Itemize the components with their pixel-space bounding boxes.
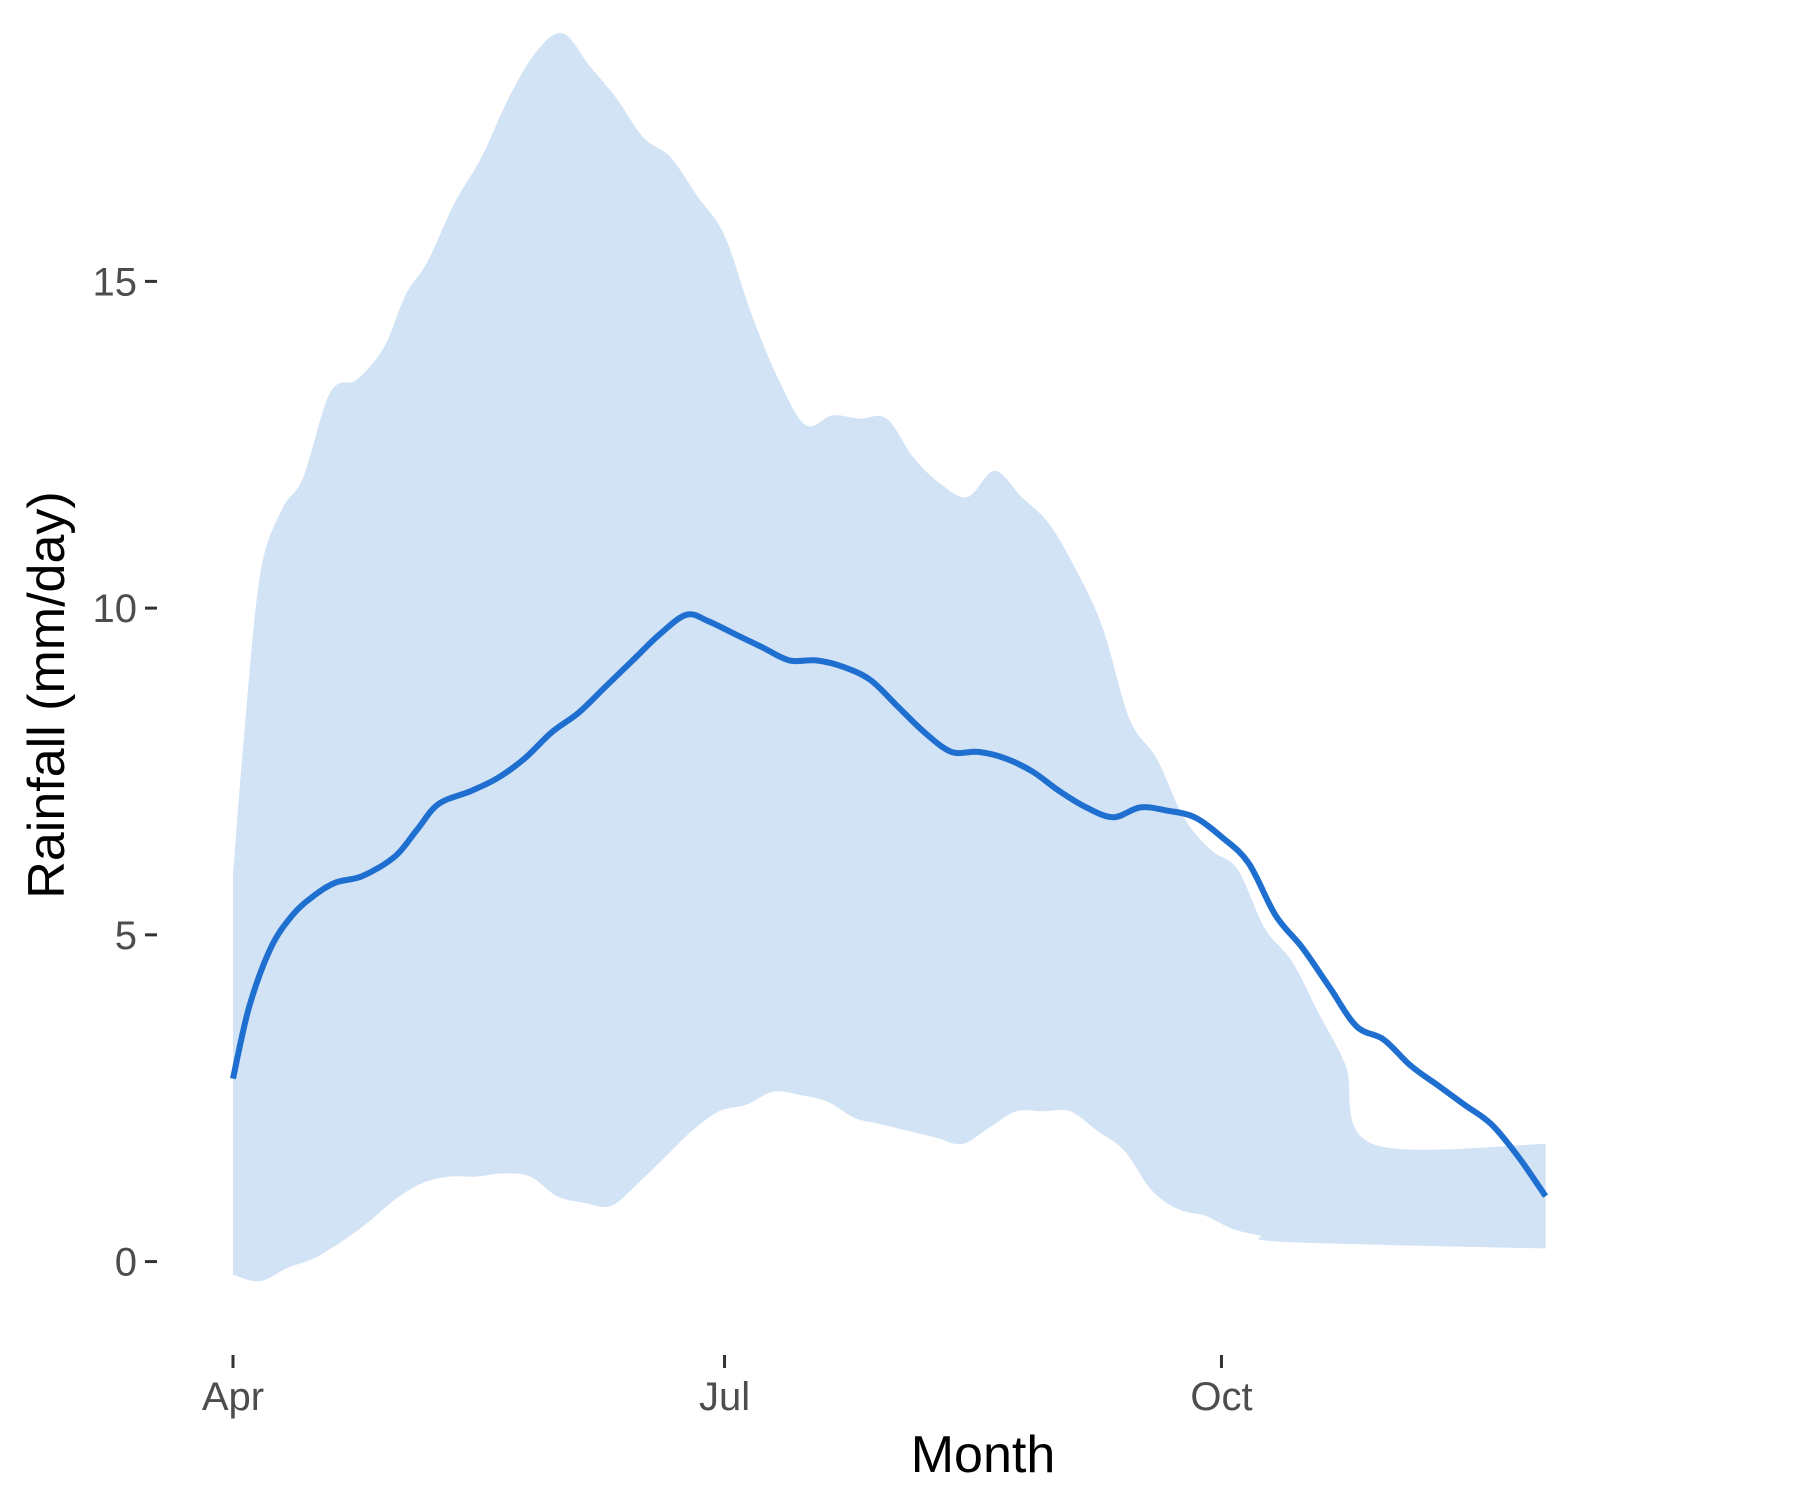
y-axis: 0 5 10 15 <box>93 260 157 1285</box>
y-axis-title: Rainfall (mm/day) <box>18 491 76 898</box>
x-tick-label: Oct <box>1190 1375 1252 1419</box>
y-tick-label: 0 <box>115 1241 137 1285</box>
x-axis-title: Month <box>911 1426 1056 1484</box>
plot-area <box>230 32 1549 1282</box>
x-tick-label: Apr <box>202 1375 264 1419</box>
x-axis: Apr Jul Oct <box>202 1355 1253 1419</box>
rainfall-line <box>230 611 1549 1198</box>
confidence-band <box>233 32 1546 1282</box>
y-tick-label: 15 <box>93 260 138 304</box>
x-tick-label: Jul <box>699 1375 750 1419</box>
y-tick-label: 10 <box>93 587 138 631</box>
y-tick-label: 5 <box>115 914 137 958</box>
